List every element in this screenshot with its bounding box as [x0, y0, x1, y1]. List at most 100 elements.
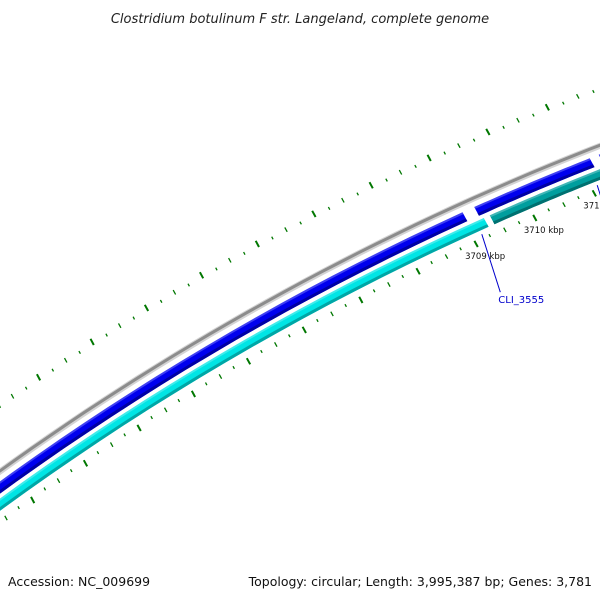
- outer-tick: [0, 405, 2, 409]
- inner-tick: [136, 424, 142, 432]
- gene-leader-line: [481, 234, 501, 293]
- inner-tick: [401, 274, 405, 279]
- outer-tick: [159, 299, 163, 304]
- inner-tick: [96, 450, 100, 455]
- inner-tick: [444, 254, 449, 260]
- outer-tick: [457, 143, 461, 149]
- outer-tick: [341, 197, 345, 203]
- inner-tick: [190, 390, 196, 398]
- inner-tick: [82, 459, 89, 467]
- outer-tick: [243, 251, 246, 255]
- outer-tick: [132, 316, 136, 320]
- outer-tick: [562, 101, 565, 105]
- inner-tick: [274, 341, 278, 348]
- inner-tick: [17, 505, 20, 510]
- outer-tick: [117, 323, 122, 329]
- inner-tick: [577, 195, 580, 200]
- kbp-label: 3711 kbp: [583, 202, 600, 212]
- outer-tick: [51, 368, 55, 372]
- outer-tick: [532, 113, 535, 117]
- inner-tick: [517, 220, 521, 225]
- inner-tick: [260, 349, 263, 354]
- forward-cds-1: [0, 212, 468, 494]
- inner-tick: [358, 296, 364, 304]
- outer-tick: [414, 164, 417, 169]
- inner-tick: [245, 357, 252, 365]
- outer-tick: [398, 169, 403, 175]
- outer-tick: [443, 151, 446, 155]
- inner-tick: [459, 247, 462, 251]
- outer-tick: [172, 289, 177, 295]
- inner-tick: [56, 478, 61, 484]
- tick-marks: [0, 89, 597, 521]
- inner-tick: [232, 365, 235, 370]
- inner-tick: [218, 373, 223, 380]
- outer-tick: [502, 125, 505, 130]
- inner-tick: [344, 303, 347, 308]
- outer-tick: [426, 154, 432, 162]
- outer-tick: [311, 210, 317, 218]
- gene-label: CLI_3555: [498, 295, 544, 306]
- reverse-cds-pykA: [489, 169, 600, 225]
- inner-tick: [503, 227, 507, 233]
- outer-tick: [105, 333, 108, 337]
- forward-cds-pykA-region: [474, 158, 595, 216]
- outer-tick: [472, 138, 476, 142]
- outer-tick: [24, 386, 28, 390]
- genome-backbone: [0, 142, 600, 476]
- inner-tick: [316, 318, 319, 323]
- inner-tick: [163, 407, 168, 413]
- inner-tick: [177, 398, 181, 403]
- outer-tick: [199, 271, 205, 279]
- kbp-label: 3710 kbp: [524, 226, 564, 236]
- outer-tick: [228, 257, 232, 263]
- outer-tick: [254, 240, 260, 248]
- map-title: Clostridium botulinum F str. Langeland, …: [111, 12, 489, 27]
- outer-tick: [516, 117, 520, 123]
- inner-tick: [109, 442, 114, 448]
- inner-tick: [387, 281, 391, 288]
- inner-tick: [415, 267, 421, 275]
- outer-tick: [485, 128, 491, 136]
- inner-tick: [547, 208, 550, 212]
- outer-tick: [89, 338, 95, 346]
- inner-tick: [43, 487, 47, 491]
- outer-tick: [36, 373, 42, 381]
- inner-tick: [473, 240, 479, 248]
- inner-tick: [430, 260, 433, 265]
- outer-tick: [284, 227, 288, 233]
- outer-tick: [385, 178, 388, 182]
- outer-tick: [592, 89, 595, 94]
- inner-tick: [488, 233, 492, 238]
- outer-tick: [78, 350, 81, 355]
- inner-tick: [150, 415, 153, 420]
- outer-tick: [544, 103, 550, 111]
- inner-tick: [123, 433, 126, 437]
- backbone-shadow: [0, 142, 600, 476]
- inner-tick: [204, 382, 208, 386]
- inner-tick: [301, 326, 307, 334]
- inner-tick: [532, 214, 538, 222]
- outer-tick: [356, 192, 359, 196]
- inner-tick: [69, 468, 73, 473]
- inner-tick: [562, 202, 566, 208]
- genome-summary-label: Topology: circular; Length: 3,995,387 bp…: [248, 574, 592, 589]
- inner-tick: [372, 289, 376, 293]
- kbp-label: 3709 kbp: [465, 252, 505, 262]
- outer-tick: [368, 181, 374, 189]
- inner-tick: [330, 311, 334, 317]
- outer-tick: [327, 206, 331, 210]
- outer-tick: [271, 236, 274, 240]
- outer-tick: [299, 221, 302, 225]
- outer-tick: [576, 93, 580, 99]
- backbone-line: [0, 143, 600, 473]
- inner-tick: [288, 334, 291, 338]
- inner-tick: [4, 515, 8, 521]
- reverse-cds-CLI_3555: [0, 218, 489, 511]
- accession-label: Accession: NC_009699: [8, 574, 150, 589]
- inner-tick: [591, 189, 597, 197]
- outer-tick: [215, 267, 218, 271]
- outer-tick: [187, 283, 190, 287]
